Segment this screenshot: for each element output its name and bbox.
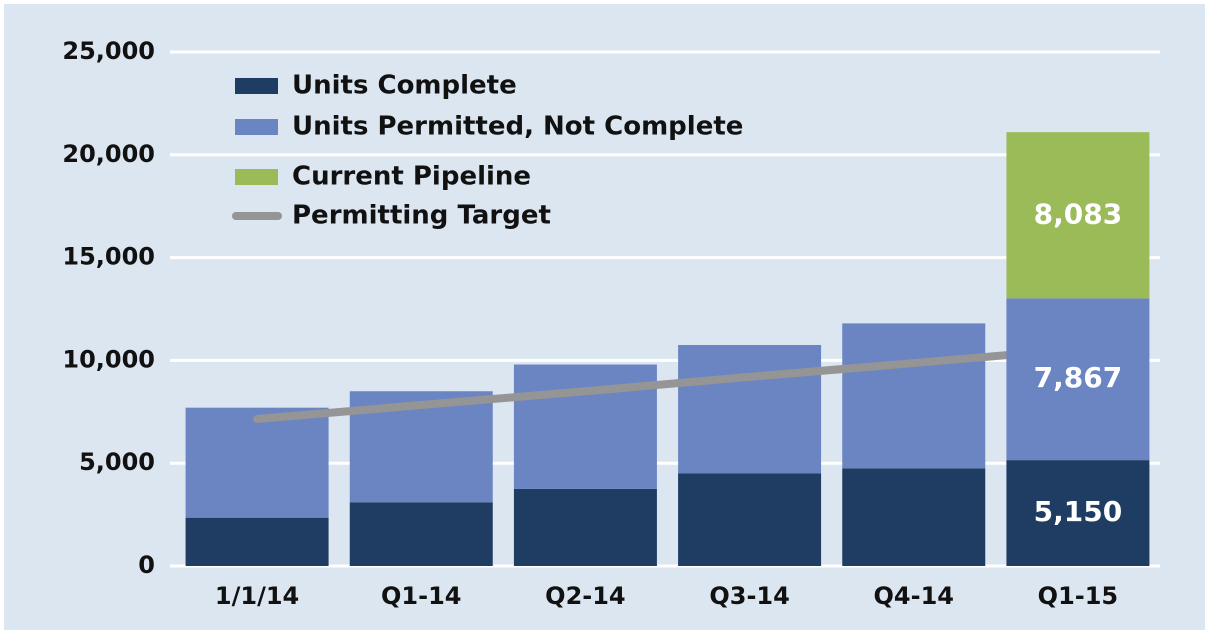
bar-segment <box>1006 460 1150 566</box>
y-tick-label: 15,000 <box>62 243 155 271</box>
x-tick-label: Q4-14 <box>874 582 954 610</box>
y-tick-label: 20,000 <box>62 140 155 168</box>
bar-segment <box>349 502 493 566</box>
x-tick-label: Q1-14 <box>381 582 461 610</box>
bar-segment <box>1006 298 1150 461</box>
bar-segment <box>678 473 822 566</box>
bar-segment <box>842 468 986 566</box>
legend-swatch <box>235 169 278 185</box>
target-line <box>253 345 1082 423</box>
x-tick-label: Q2-14 <box>545 582 625 610</box>
y-tick-label: 0 <box>138 551 155 579</box>
y-tick-label: 5,000 <box>79 448 155 476</box>
data-label: 8,083 <box>1034 197 1123 230</box>
legend-label: Permitting Target <box>292 201 551 231</box>
y-tick-label: 25,000 <box>62 37 155 65</box>
legend-swatch <box>235 78 278 94</box>
legend-swatch <box>235 119 278 135</box>
y-tick-label: 10,000 <box>62 345 155 373</box>
legend-label: Units Complete <box>292 71 517 101</box>
bar-segment <box>513 488 657 566</box>
bar-segment <box>1006 132 1150 299</box>
data-label: 5,150 <box>1034 495 1123 528</box>
data-label: 7,867 <box>1034 361 1123 394</box>
bar-segment <box>185 517 329 566</box>
bar-segment <box>678 344 822 474</box>
bar-segment <box>842 323 986 469</box>
x-tick-label: Q1-15 <box>1038 582 1118 610</box>
bar-segment <box>185 407 329 518</box>
legend-label: Units Permitted, Not Complete <box>292 112 743 142</box>
x-tick-label: Q3-14 <box>709 582 789 610</box>
x-tick-label: 1/1/14 <box>215 582 299 610</box>
legend-label: Current Pipeline <box>292 162 531 192</box>
